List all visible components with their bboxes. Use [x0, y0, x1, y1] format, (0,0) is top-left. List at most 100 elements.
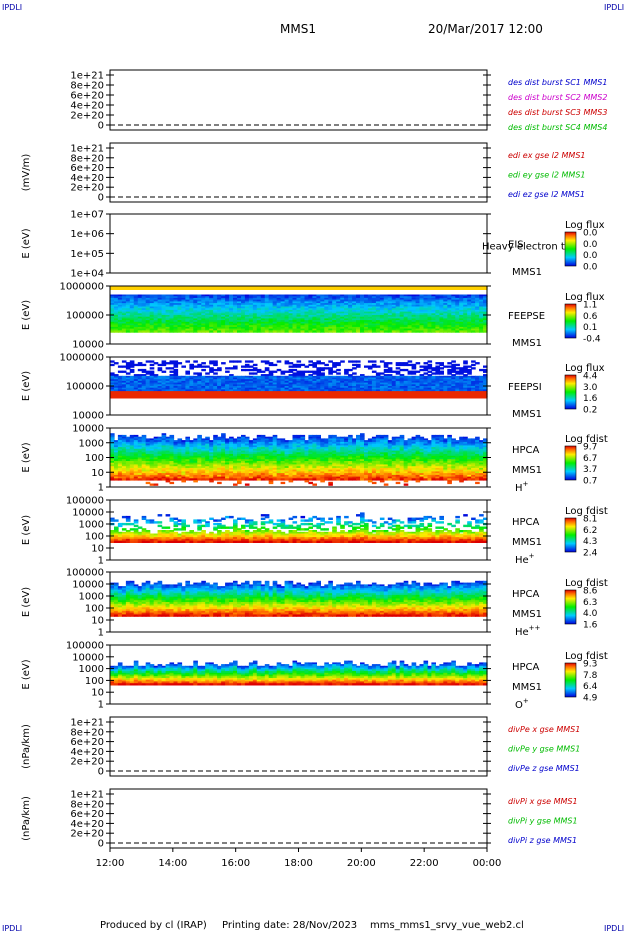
- heatmap-cell: [201, 304, 206, 308]
- heatmap-cell: [300, 394, 306, 397]
- heatmap-cell: [447, 384, 452, 387]
- heatmap-cell: [181, 455, 186, 459]
- heatmap-cell: [387, 309, 393, 313]
- heatmap-cell: [415, 326, 421, 330]
- heatmap-cell: [471, 297, 476, 301]
- heatmap-cell: [443, 299, 448, 302]
- heatmap-cell: [300, 309, 306, 313]
- heatmap-cell: [137, 374, 143, 377]
- heatmap-cell: [237, 391, 242, 394]
- heatmap-cell: [483, 301, 488, 304]
- heatmap-cell: [252, 384, 258, 387]
- heatmap-cell: [149, 476, 155, 479]
- heatmap-cell: [117, 443, 123, 446]
- heatmap-cell: [415, 316, 421, 319]
- heatmap-cell: [153, 303, 159, 306]
- heatmap-cell: [117, 316, 123, 319]
- heatmap-cell: [177, 382, 183, 385]
- heatmap-cell: [145, 455, 151, 459]
- heatmap-cell: [165, 476, 171, 479]
- heatmap-cell: [181, 464, 186, 467]
- heatmap-cell: [308, 325, 313, 328]
- heatmap-cell: [427, 287, 433, 290]
- heatmap-cell: [185, 386, 190, 389]
- heatmap-cell: [447, 368, 452, 372]
- heatmap-cell: [288, 287, 294, 290]
- heatmap-cell: [280, 377, 286, 380]
- heatmap-cell: [209, 441, 214, 445]
- heatmap-cell: [252, 323, 258, 326]
- heatmap-cell: [304, 380, 310, 384]
- heatmap-cell: [185, 454, 190, 457]
- heatmap-cell: [364, 299, 369, 302]
- heatmap-cell: [367, 301, 373, 304]
- heatmap-cell: [233, 326, 238, 330]
- heatmap-cell: [193, 396, 198, 399]
- heatmap-cell: [276, 315, 282, 318]
- heatmap-cell: [268, 459, 274, 462]
- heatmap-cell: [312, 299, 317, 302]
- heatmap-cell: [399, 315, 405, 318]
- heatmap-cell: [348, 384, 353, 387]
- heatmap-cell: [379, 286, 385, 289]
- heatmap-cell: [300, 384, 306, 387]
- heatmap-cell: [459, 306, 464, 309]
- heatmap-cell: [189, 303, 194, 306]
- heatmap-cell: [141, 455, 147, 459]
- heatmap-cell: [308, 311, 313, 314]
- heatmap-cell: [479, 321, 484, 325]
- heatmap-cell: [463, 325, 468, 328]
- heatmap-cell: [117, 375, 123, 379]
- heatmap-cell: [336, 391, 341, 394]
- heatmap-cell: [165, 367, 171, 370]
- heatmap-cell: [241, 387, 246, 390]
- heatmap-cell: [371, 299, 377, 302]
- heatmap-cell: [189, 315, 194, 318]
- heatmap-cell: [145, 386, 151, 389]
- heatmap-cell: [383, 309, 389, 313]
- heatmap-cell: [244, 320, 250, 323]
- heatmap-cell: [264, 308, 270, 311]
- heatmap-cell: [280, 316, 286, 319]
- heatmap-cell: [217, 315, 222, 318]
- heatmap-cell: [165, 440, 171, 443]
- heatmap-cell: [121, 315, 127, 318]
- heatmap-cell: [244, 389, 250, 392]
- y-tick-label: 6e+20: [70, 163, 104, 174]
- heatmap-cell: [340, 316, 345, 319]
- heatmap-cell: [403, 326, 409, 330]
- heatmap-cell: [316, 316, 321, 319]
- heatmap-cell: [348, 304, 353, 308]
- heatmap-cell: [435, 320, 440, 323]
- heatmap-cell: [161, 294, 167, 297]
- heatmap-cell: [197, 386, 202, 389]
- heatmap-cell: [336, 362, 341, 365]
- heatmap-cell: [244, 363, 250, 367]
- heatmap-cell: [121, 459, 127, 462]
- heatmap-cell: [181, 328, 186, 331]
- heatmap-cell: [260, 391, 266, 394]
- heatmap-cell: [272, 326, 278, 330]
- heatmap-cell: [364, 375, 369, 379]
- heatmap-cell: [185, 455, 190, 459]
- heatmap-cell: [217, 474, 222, 478]
- heatmap-cell: [225, 316, 230, 319]
- heatmap-cell: [260, 306, 266, 309]
- heatmap-cell: [149, 372, 155, 375]
- heatmap-cell: [391, 375, 397, 379]
- heatmap-cell: [328, 286, 333, 289]
- heatmap-cell: [367, 377, 373, 380]
- heatmap-cell: [213, 474, 218, 478]
- heatmap-cell: [336, 296, 341, 299]
- heatmap-cell: [193, 389, 198, 392]
- heatmap-cell: [157, 467, 163, 471]
- y-tick-label: 0: [98, 193, 104, 204]
- heatmap-cell: [237, 325, 242, 328]
- heatmap-cell: [221, 467, 226, 471]
- heatmap-cell: [483, 296, 488, 299]
- heatmap-cell: [225, 447, 230, 450]
- heatmap-cell: [165, 296, 171, 299]
- heatmap-cell: [352, 294, 357, 297]
- heatmap-cell: [383, 296, 389, 299]
- heatmap-cell: [165, 311, 171, 314]
